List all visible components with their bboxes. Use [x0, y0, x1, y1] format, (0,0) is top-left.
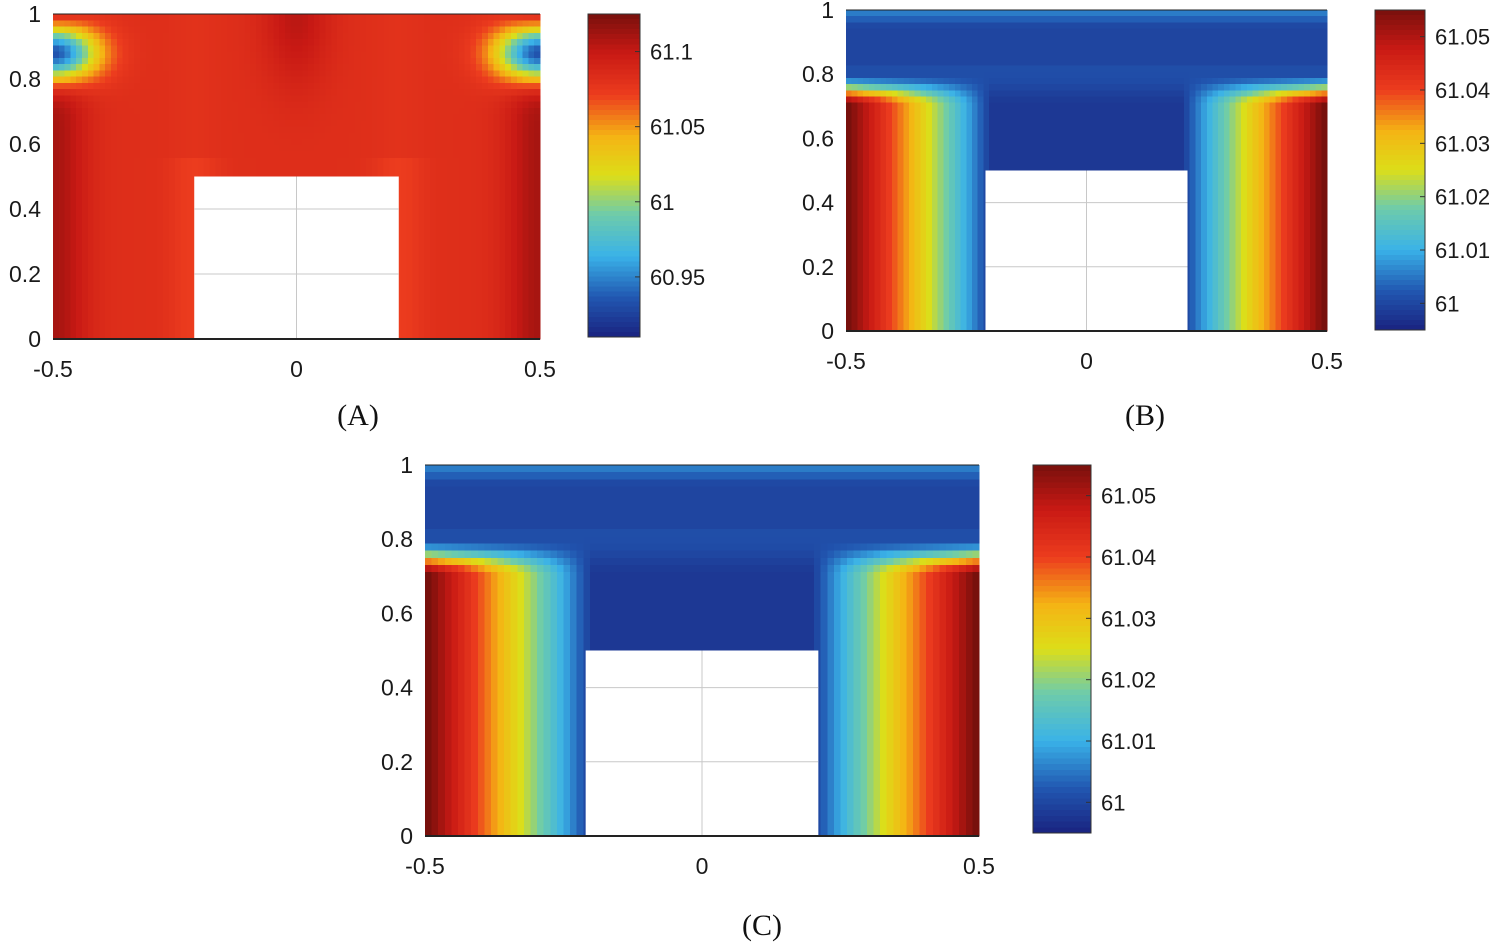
colorbar-tick-label: 61.03: [1101, 606, 1156, 631]
colorbar-tick-label: 61.05: [650, 115, 705, 140]
colorbar-tick-label: 61: [1435, 291, 1459, 316]
colorbar-frame: [1032, 464, 1092, 834]
panel-2: -0.5 0 0.5 0 0.2 0.4 0.6 0.8 1 61 61.01 61.02 61.03 6…: [802, 0, 1490, 432]
x-tick-label: -0.5: [405, 853, 445, 879]
y-tick-label: 0.4: [9, 196, 41, 222]
x-tick-label: 0: [1080, 348, 1093, 374]
x-tick-label: 0.5: [1311, 348, 1343, 374]
colorbar-tick-label: 61.01: [1435, 238, 1490, 263]
colorbar-tick-label: 61.02: [1101, 668, 1156, 693]
colorbar: [588, 14, 640, 338]
heatmap-field: [846, 10, 1328, 332]
x-tick-label: 0: [290, 356, 303, 382]
colorbar-tick-label: 61.03: [1435, 131, 1490, 156]
y-tick-label: 0: [28, 326, 41, 352]
colorbar-tick-label: 61.02: [1435, 185, 1490, 210]
y-tick-label: 0.8: [9, 66, 41, 92]
panel-caption: (A): [337, 399, 379, 432]
panel-caption: (B): [1125, 399, 1165, 432]
y-tick-label: 1: [28, 1, 41, 27]
x-tick-label: 0.5: [963, 853, 995, 879]
y-tick-label: 0.8: [381, 526, 413, 552]
colorbar-tick-label: 61: [650, 190, 674, 215]
y-tick-label: 1: [400, 452, 413, 478]
colorbar-tick-label: 60.95: [650, 265, 705, 290]
y-tick-label: 0.2: [381, 749, 413, 775]
colorbar-frame: [1374, 9, 1426, 331]
y-tick-label: 0.4: [802, 190, 834, 216]
x-tick-label: -0.5: [33, 356, 73, 382]
y-tick-label: 0.2: [802, 254, 834, 280]
heatmap-field: [53, 14, 541, 340]
y-tick-label: 0.6: [381, 600, 413, 626]
colorbar-tick-label: 61: [1101, 790, 1125, 815]
colorbar-tick-label: 61.01: [1101, 729, 1156, 754]
y-tick-label: 0.8: [802, 61, 834, 87]
colorbar: [1375, 10, 1425, 331]
panel-1: -0.5 0 0.5 0 0.2 0.4 0.6 0.8 1 60.95 61 61.05 61.1 (A…: [9, 1, 705, 432]
colorbar-tick-label: 61.04: [1101, 545, 1156, 570]
colorbar: [1033, 465, 1091, 834]
y-tick-label: 0.6: [802, 125, 834, 151]
colorbar-tick-label: 61.1: [650, 40, 693, 65]
panel-3: -0.5 0 0.5 0 0.2 0.4 0.6 0.8 1 61 61.01 61.02 61.03 6…: [381, 452, 1156, 942]
x-tick-label: 0: [696, 853, 709, 879]
x-tick-label: -0.5: [826, 348, 866, 374]
colorbar-tick-label: 61.04: [1435, 78, 1490, 103]
colorbar-frame: [587, 13, 641, 338]
y-tick-label: 0.2: [9, 261, 41, 287]
colorbar-tick-label: 61.05: [1101, 484, 1156, 509]
y-tick-label: 0: [821, 318, 834, 344]
y-tick-label: 1: [821, 0, 834, 23]
y-tick-label: 0.4: [381, 675, 413, 701]
y-tick-label: 0.6: [9, 131, 41, 157]
x-tick-label: 0.5: [524, 356, 556, 382]
colorbar-tick-label: 61.05: [1435, 25, 1490, 50]
panel-caption: (C): [742, 909, 782, 942]
y-tick-label: 0: [400, 823, 413, 849]
